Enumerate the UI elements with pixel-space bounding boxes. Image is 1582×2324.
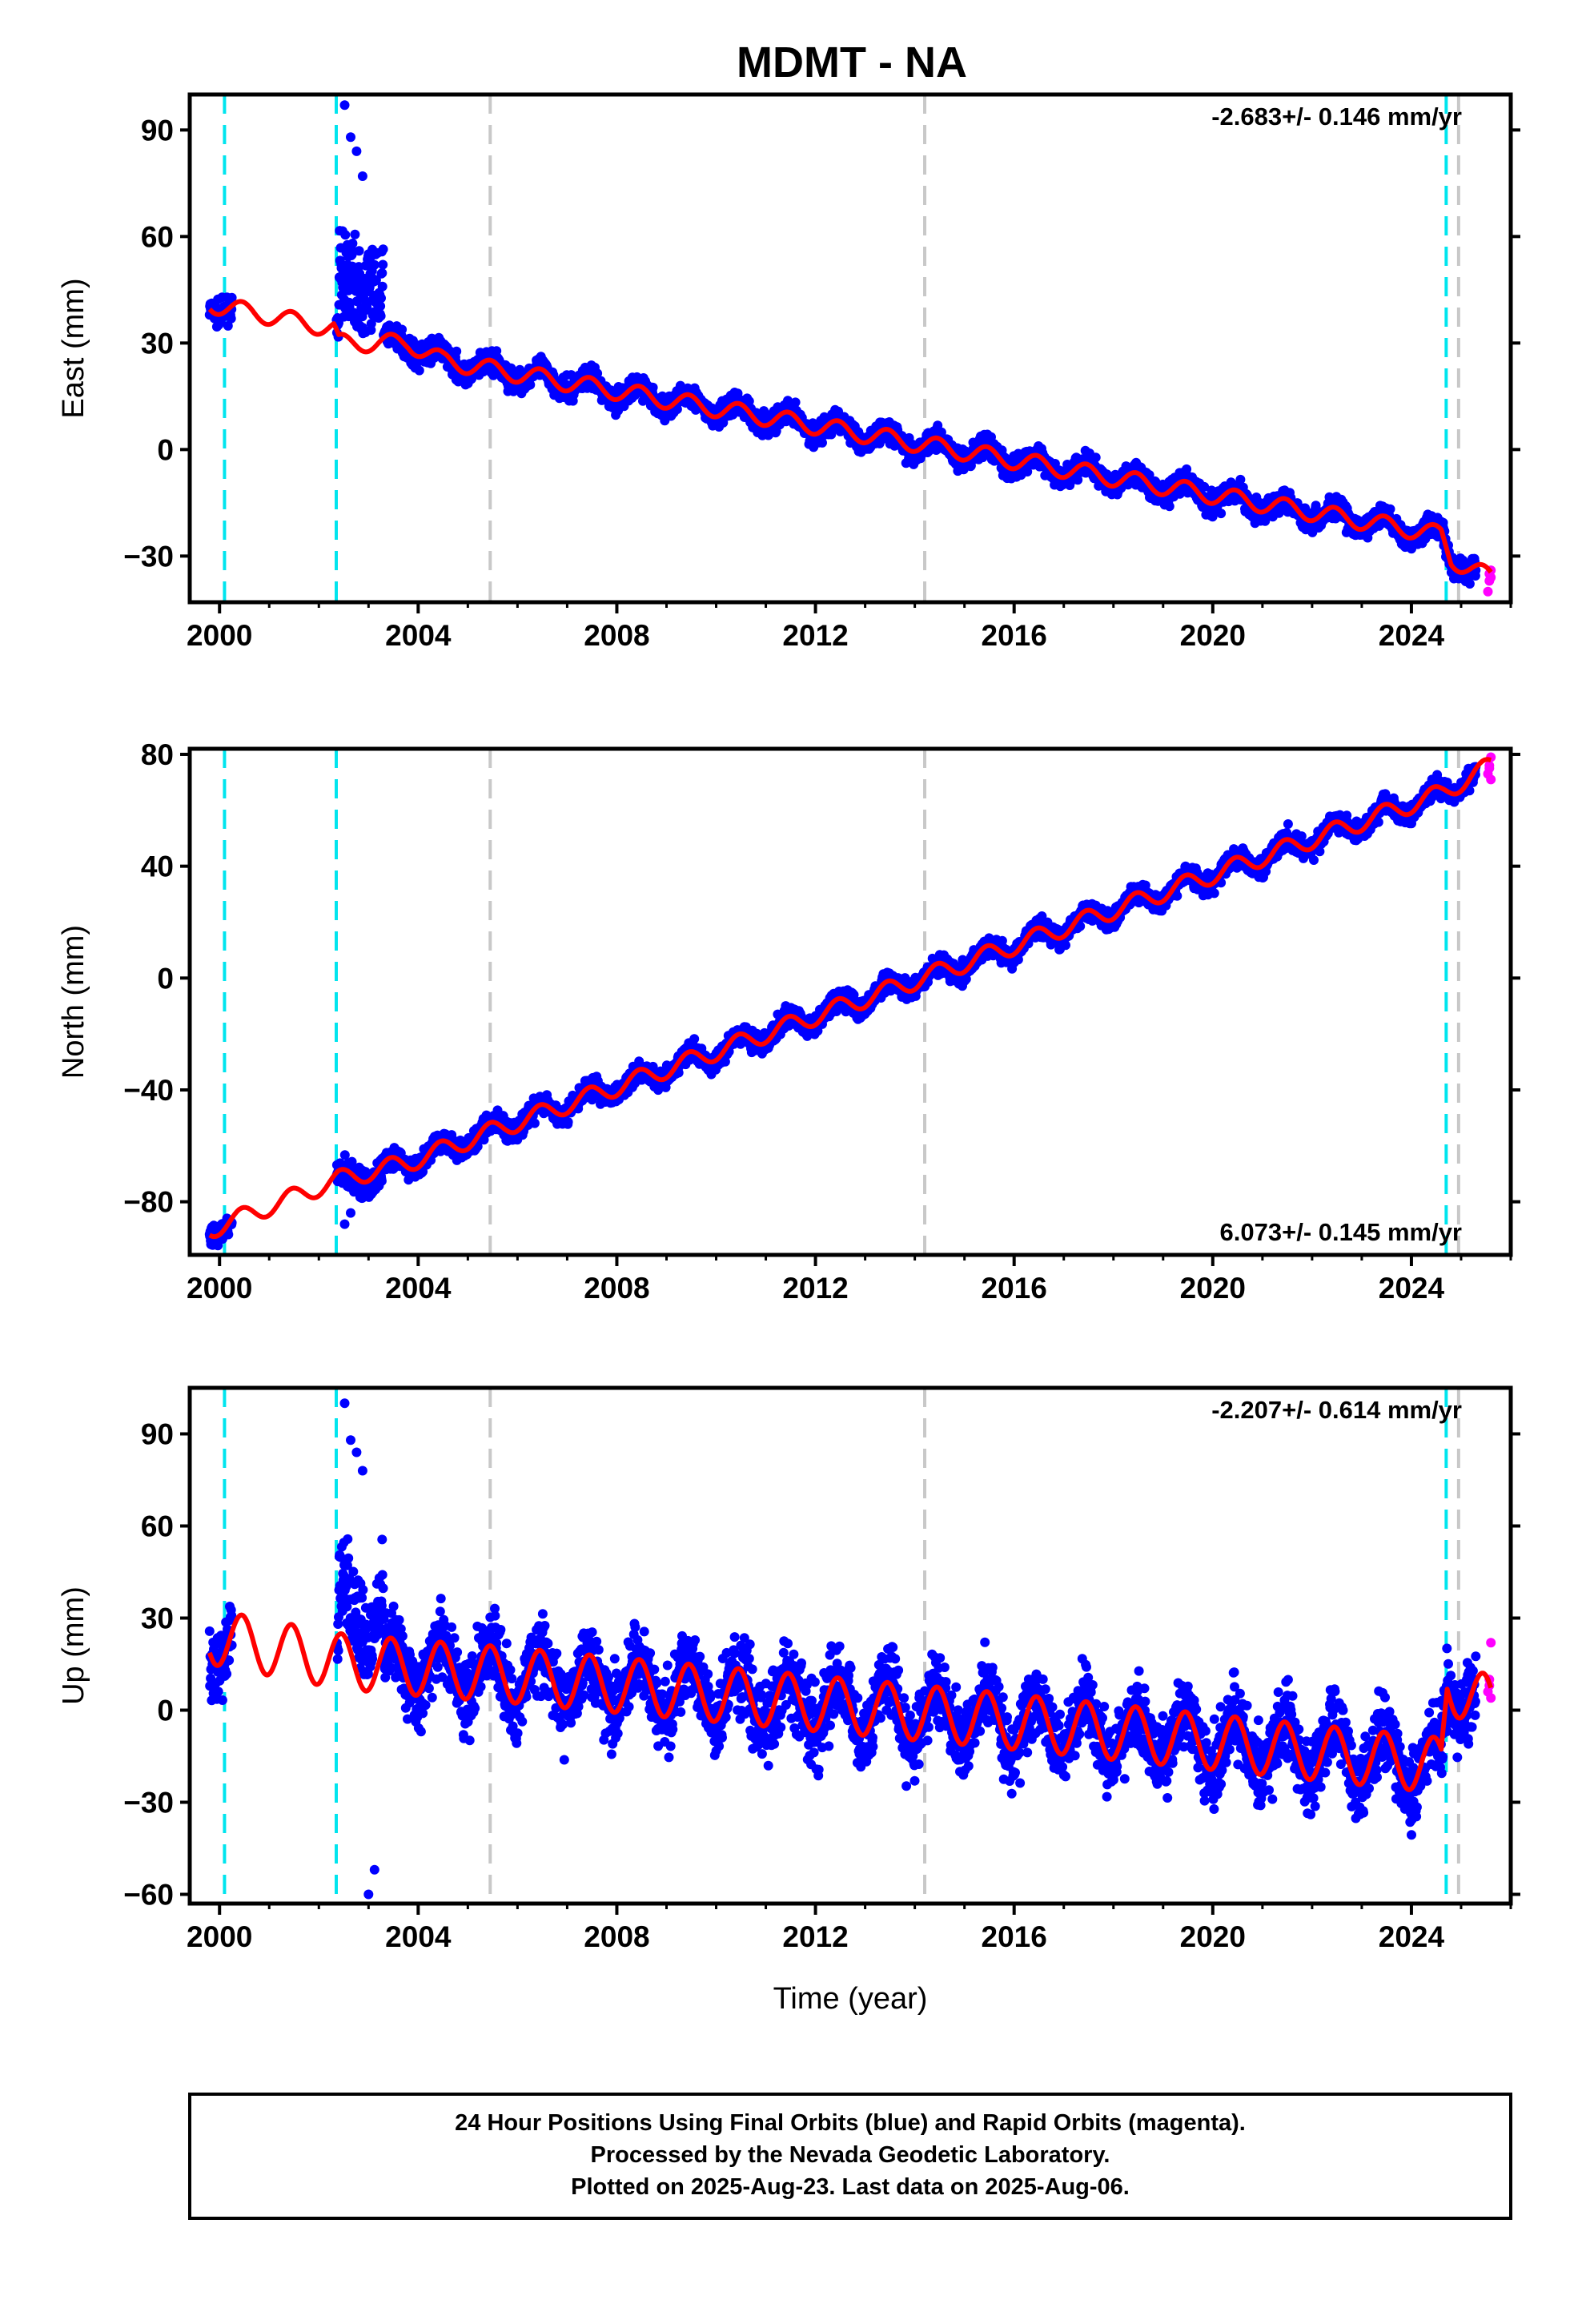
- east-x-tick-label: 2020: [1180, 619, 1246, 652]
- east-point: [397, 324, 408, 335]
- east-point: [744, 396, 754, 406]
- east-final-orbit-points: [204, 100, 1481, 589]
- east-point: [226, 313, 236, 324]
- east-plot-area: [204, 94, 1496, 602]
- north-plot-area: [204, 749, 1496, 1255]
- east-point: [375, 311, 386, 321]
- east-point: [672, 404, 682, 414]
- east-x-tick-label: 2016: [982, 619, 1047, 652]
- east-point: [378, 259, 388, 270]
- east-rapid-point: [1483, 586, 1493, 597]
- east-point: [1090, 452, 1101, 463]
- east-point: [375, 301, 386, 312]
- east-point: [347, 239, 358, 248]
- east-point: [371, 275, 381, 285]
- east-point: [826, 429, 837, 440]
- east-x-tick-label: 2008: [584, 619, 649, 652]
- east-point: [1022, 467, 1033, 476]
- east-point: [227, 292, 237, 303]
- east-point: [525, 380, 536, 390]
- east-point: [350, 229, 360, 239]
- north-point: [563, 1117, 573, 1127]
- east-point: [339, 100, 350, 111]
- east-x-tick-label: 2000: [187, 619, 252, 652]
- east-point: [1073, 475, 1083, 485]
- chart-title: MDMT - NA: [737, 38, 967, 86]
- east-point: [354, 246, 364, 256]
- east-panel: 90 60 30 0 −30 2000 2004 2008 2012 2016 2020 2024 Ea…: [57, 92, 1520, 652]
- east-point: [346, 132, 355, 143]
- east-x-tick-label: 2024: [1379, 619, 1445, 652]
- north-point: [376, 1176, 387, 1186]
- east-point: [357, 171, 367, 181]
- east-point: [376, 293, 386, 304]
- east-point: [378, 244, 388, 255]
- east-point: [414, 365, 424, 376]
- east-y-tick-label: −30: [123, 540, 174, 573]
- east-point: [377, 268, 387, 278]
- east-y-axis-label: East (mm): [57, 278, 90, 418]
- east-point: [351, 146, 362, 156]
- east-velocity-label: -2.683+/- 0.146 mm/yr: [1211, 103, 1462, 131]
- north-point: [689, 1034, 700, 1044]
- east-point: [1464, 579, 1475, 589]
- east-point: [790, 397, 801, 408]
- east-point: [648, 382, 658, 392]
- east-point: [1385, 504, 1395, 514]
- east-x-tick-label: 2004: [385, 619, 452, 652]
- north-final-orbit-points: [204, 762, 1481, 1251]
- east-point: [452, 346, 462, 356]
- east-x-tick-label: 2012: [782, 619, 848, 652]
- north-point: [529, 1118, 540, 1128]
- east-point: [1164, 501, 1174, 512]
- east-point: [223, 320, 233, 331]
- east-y-tick-label: 60: [141, 220, 174, 253]
- east-point: [817, 437, 827, 448]
- east-point: [369, 259, 379, 270]
- east-point: [1216, 509, 1227, 519]
- east-y-tick-label: 30: [141, 327, 174, 360]
- east-y-tick-label: 0: [157, 433, 174, 466]
- east-point: [340, 230, 351, 240]
- east-point: [366, 319, 376, 329]
- east-y-tick-label: 90: [141, 114, 174, 147]
- east-point: [377, 281, 387, 292]
- north-point: [339, 1150, 350, 1160]
